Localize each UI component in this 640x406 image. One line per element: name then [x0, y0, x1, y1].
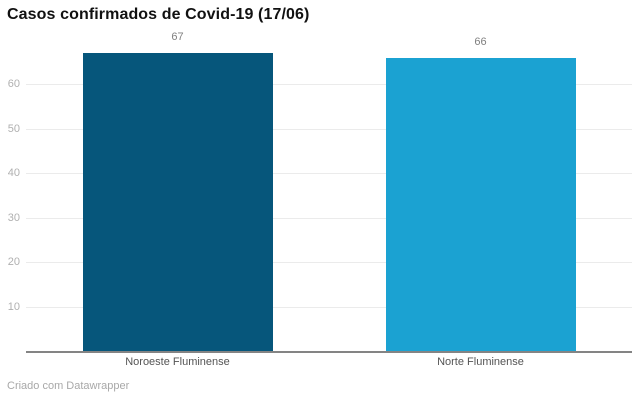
bar[interactable] — [82, 53, 273, 352]
gridline — [26, 306, 632, 308]
y-tick-label: 60 — [7, 78, 20, 90]
x-axis-baseline — [26, 351, 632, 353]
y-tick-label: 10 — [7, 300, 20, 313]
gridline — [26, 173, 632, 175]
bar-value-label: 66 — [474, 35, 487, 48]
y-tick-label: 20 — [7, 256, 20, 269]
gridline — [26, 217, 632, 219]
bar-value-label: 67 — [171, 31, 184, 44]
chart-credit: Criado com Datawrapper — [7, 380, 130, 392]
x-category-label: Norte Fluminense — [437, 356, 524, 368]
y-tick-label: 30 — [7, 211, 20, 224]
x-category-label: Noroeste Fluminense — [125, 356, 230, 368]
y-tick-label: 50 — [7, 122, 20, 135]
y-tick-label: 40 — [7, 167, 20, 180]
chart-title: Casos confirmados de Covid-19 (17/06) — [7, 6, 310, 23]
gridline — [26, 84, 632, 85]
gridline — [26, 262, 632, 264]
bar[interactable] — [385, 57, 576, 352]
gridline — [26, 128, 632, 130]
